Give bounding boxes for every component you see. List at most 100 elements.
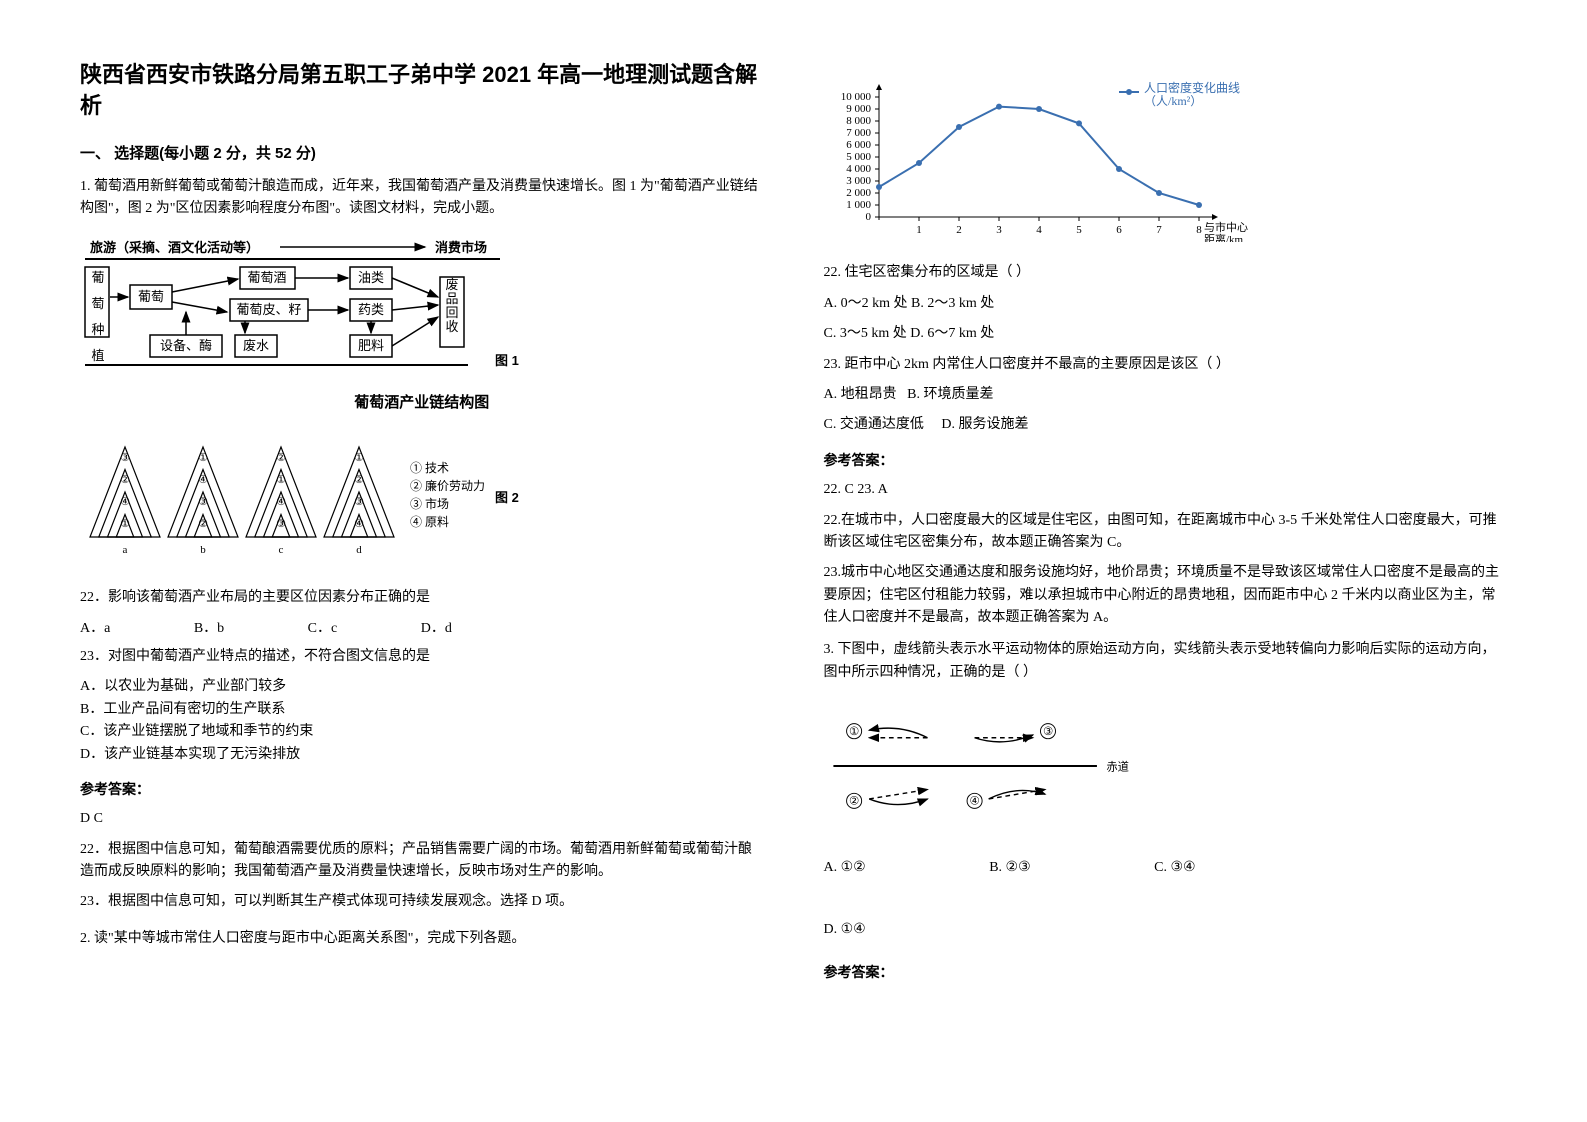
q22b-opt-a: A. 0～2 km 处	[824, 296, 908, 311]
svg-text:6 000: 6 000	[846, 139, 871, 151]
box-tourism: 旅游（采摘、酒文化活动等）	[90, 240, 259, 255]
answer-1: D C	[80, 808, 764, 830]
q22b-opt-d: D. 6～7 km 处	[910, 326, 994, 341]
box-skin: 葡萄皮、籽	[236, 302, 301, 317]
svg-text:3: 3	[996, 224, 1002, 236]
svg-text:④: ④	[276, 496, 286, 508]
box-market: 消费市场	[435, 240, 487, 255]
svg-text:10 000: 10 000	[840, 91, 871, 103]
svg-text:0: 0	[865, 211, 871, 223]
q22a-opt-b: B．b	[194, 618, 224, 640]
svg-text:①: ①	[849, 726, 859, 738]
legend-3: ③ 市场	[410, 496, 449, 511]
svg-text:b: b	[200, 544, 206, 556]
answer-2: 22. C 23. A	[824, 479, 1508, 501]
svg-text:①: ①	[276, 474, 286, 486]
svg-text:a: a	[123, 544, 128, 556]
q23b-opt-b: B. 环境质量差	[907, 387, 993, 402]
answer-1-23: 23．根据图中信息可知，可以判断其生产模式体现可持续发展观念。选择 D 项。	[80, 891, 764, 913]
svg-text:7 000: 7 000	[846, 127, 871, 139]
svg-text:1 000: 1 000	[846, 199, 871, 211]
q22b-opt-b: B. 2～3 km 处	[911, 296, 994, 311]
q23b-opt-c: C. 交通通达度低	[824, 417, 924, 432]
q23a-opt-d: D．该产业链基本实现了无污染排放	[80, 744, 764, 766]
svg-text:③: ③	[276, 518, 286, 530]
q22a-opt-d: D．d	[421, 618, 452, 640]
q22b-cd: C. 3～5 km 处 D. 6～7 km 处	[824, 323, 1508, 345]
q3-intro: 3. 下图中，虚线箭头表示水平运动物体的原始运动方向，实线箭头表示受地转偏向力影…	[824, 639, 1508, 684]
svg-text:④: ④	[120, 496, 130, 508]
box-wine: 葡萄酒	[247, 270, 286, 285]
q22a-opt-a: A．a	[80, 618, 110, 640]
answer-heading-1: 参考答案：	[80, 778, 764, 800]
svg-text:9 000: 9 000	[846, 103, 871, 115]
equator-svg: 赤道 ① ③ ② ④	[824, 696, 1144, 836]
answer-heading-2: 参考答案：	[824, 449, 1508, 471]
q23b-opt-d: D. 服务设施差	[941, 417, 1028, 432]
q1-intro: 1. 葡萄酒用新鲜葡萄或葡萄汁酿造而成，近年来，我国葡萄酒产量及消费量快速增长。…	[80, 176, 764, 221]
legend-4: ④ 原料	[410, 515, 449, 529]
answer-1-22: 22．根据图中信息可知，葡萄酿酒需要优质的原料；产品销售需要广阔的市场。葡萄酒用…	[80, 839, 764, 884]
q2-intro: 2. 读"某中等城市常住人口密度与距市中心距离关系图"，完成下列各题。	[80, 928, 764, 950]
svg-text:c: c	[279, 544, 284, 556]
box-med: 药类	[358, 302, 384, 317]
svg-text:与市中心距离/km: 与市中心距离/km	[1204, 220, 1248, 242]
fig1-label: 图 1	[495, 353, 519, 368]
svg-text:①: ①	[120, 518, 130, 530]
population-density-chart: 01 0002 0003 0004 0005 0006 0007 0008 00…	[824, 72, 1508, 250]
svg-text:③: ③	[198, 496, 208, 508]
svg-text:8 000: 8 000	[846, 115, 871, 127]
svg-text:5: 5	[1076, 224, 1082, 236]
q23a-text: 23．对图中葡萄酒产业特点的描述，不符合图文信息的是	[80, 646, 764, 668]
answer-heading-3: 参考答案：	[824, 961, 1508, 983]
chart-svg: 01 0002 0003 0004 0005 0006 0007 0008 00…	[824, 72, 1284, 242]
q23b-ab: A. 地租昂贵 B. 环境质量差	[824, 384, 1508, 406]
box-grape: 葡萄	[138, 289, 164, 304]
q23a-opt-c: C．该产业链摆脱了地域和季节的约束	[80, 721, 764, 743]
svg-text:6: 6	[1116, 224, 1122, 236]
svg-text:②: ②	[198, 518, 208, 530]
svg-text:人口密度变化曲线（人/km²）: 人口密度变化曲线（人/km²）	[1144, 80, 1240, 108]
svg-text:①: ①	[354, 452, 364, 464]
svg-text:③: ③	[120, 452, 130, 464]
answer-2-22: 22.在城市中，人口密度最大的区域是住宅区，由图可知，在距离城市中心 3-5 千…	[824, 510, 1508, 555]
svg-text:②: ②	[849, 796, 859, 808]
legend-1: ① 技术	[410, 461, 449, 475]
figure-2-triangles: ③②④①a①④③②b②①④③c①②③④d ① 技术 ② 廉价劳动力 ③ 市场 ④…	[80, 427, 764, 575]
equator-diagram: 赤道 ① ③ ② ④	[824, 696, 1508, 844]
box-oil: 油类	[358, 270, 384, 285]
q22b-opt-c: C. 3～5 km 处	[824, 326, 907, 341]
q22b-text: 22. 住宅区密集分布的区域是（ ）	[824, 262, 1508, 284]
svg-text:①: ①	[198, 452, 208, 464]
q23b-text: 23. 距市中心 2km 内常住人口密度并不最高的主要原因是该区（ ）	[824, 354, 1508, 376]
q23b-cd: C. 交通通达度低 D. 服务设施差	[824, 414, 1508, 436]
q3-opt-a: A. ①②	[824, 857, 866, 879]
svg-text:②: ②	[120, 474, 130, 486]
q22a-options: A．a B．b C．c D．d	[80, 618, 764, 640]
left-column: 陕西省西安市铁路分局第五职工子弟中学 2021 年高一地理测试题含解析 一、 选…	[80, 60, 764, 1062]
fig2-label: 图 2	[495, 490, 519, 505]
answer-2-23: 23.城市中心地区交通通达度和服务设施均好，地价昂贵；环境质量不是导致该区域常住…	[824, 562, 1508, 629]
legend-2: ② 廉价劳动力	[410, 478, 485, 493]
equator-label: 赤道	[1106, 760, 1129, 774]
exam-title: 陕西省西安市铁路分局第五职工子弟中学 2021 年高一地理测试题含解析	[80, 60, 764, 122]
q23a-opt-a: A．以农业为基础，产业部门较多	[80, 676, 764, 698]
section-1-heading: 一、 选择题(每小题 2 分，共 52 分)	[80, 142, 764, 166]
svg-text:④: ④	[354, 518, 364, 530]
svg-text:4: 4	[1036, 224, 1042, 236]
fig1-caption: 葡萄酒产业链结构图	[80, 391, 764, 415]
svg-text:②: ②	[276, 452, 286, 464]
right-column: 01 0002 0003 0004 0005 0006 0007 0008 00…	[824, 60, 1508, 1062]
q22b-ab: A. 0～2 km 处 B. 2～3 km 处	[824, 293, 1508, 315]
q3-opt-b: B. ②③	[989, 857, 1030, 879]
svg-text:④: ④	[969, 796, 979, 808]
svg-text:2 000: 2 000	[846, 187, 871, 199]
q3-opt-c: C. ③④	[1154, 857, 1195, 879]
q3-options-abc: A. ①② B. ②③ C. ③④	[824, 857, 1508, 879]
svg-text:7: 7	[1156, 224, 1162, 236]
svg-text:③: ③	[1042, 726, 1052, 738]
svg-text:1: 1	[916, 224, 922, 236]
svg-text:③: ③	[354, 496, 364, 508]
triangles-svg: ③②④①a①④③②b②①④③c①②③④d ① 技术 ② 廉价劳动力 ③ 市场 ④…	[80, 427, 520, 567]
box-equip: 设备、酶	[160, 338, 212, 353]
